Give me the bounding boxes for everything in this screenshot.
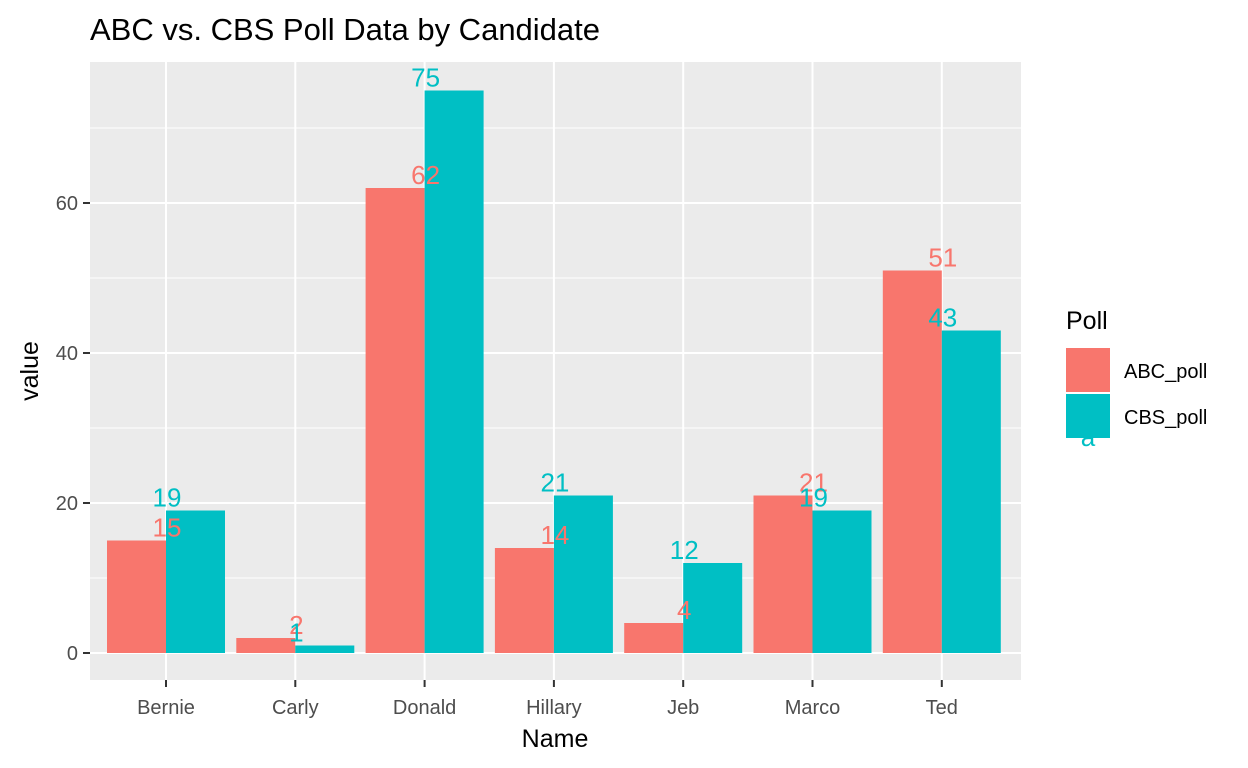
bar-CBS_poll-Jeb: [683, 563, 743, 653]
data-label-ABC_poll-Carly: 2: [289, 610, 303, 640]
bar-CBS_poll-Ted: [941, 330, 1001, 653]
bars: [107, 90, 1001, 653]
legend-swatch-CBS_poll: [1066, 394, 1110, 438]
data-label-CBS_poll-Jeb: 12: [670, 535, 699, 565]
data-label-ABC_poll-Marco: 21: [799, 468, 828, 498]
y-tick-label: 60: [56, 193, 78, 215]
legend-swatch-ABC_poll: [1066, 348, 1110, 392]
bar-CBS_poll-Donald: [424, 90, 484, 653]
y-axis-ticks: 0 20 40 60: [56, 193, 90, 665]
legend-label-ABC_poll: ABC_poll: [1124, 361, 1207, 383]
x-tick-label-bernie: Bernie: [137, 697, 195, 719]
x-axis-title: Name: [522, 725, 589, 753]
data-label-ABC_poll-Donald: 62: [411, 160, 440, 190]
x-tick-label-hillary: Hillary: [526, 697, 582, 719]
bar-ABC_poll-Donald: [365, 188, 425, 653]
data-label-ABC_poll-Jeb: 4: [677, 595, 691, 625]
bar-CBS_poll-Hillary: [553, 495, 613, 653]
data-label-CBS_poll-Donald: 75: [411, 63, 440, 93]
legend-title: Poll: [1066, 307, 1108, 335]
x-tick-label-marco: Marco: [785, 697, 841, 719]
y-tick-label: 40: [56, 343, 78, 365]
legend-text-glyph: a: [1081, 422, 1096, 452]
bar-ABC_poll-Hillary: [494, 548, 554, 653]
data-label-CBS_poll-Carly: 1: [289, 618, 303, 648]
bar-ABC_poll-Carly: [236, 638, 296, 653]
data-label-CBS_poll-Marco: 19: [799, 483, 828, 513]
legend-label-CBS_poll: CBS_poll: [1124, 407, 1207, 429]
bar-ABC_poll-Bernie: [107, 540, 166, 653]
data-label-CBS_poll-Ted: 43: [928, 303, 957, 333]
data-labels: 15 2 62 14 4 21 51 19 1 75 21 12 19 43: [153, 63, 958, 648]
data-label-ABC_poll-Hillary: 14: [540, 520, 569, 550]
bar-CBS_poll-Carly: [295, 645, 355, 653]
data-label-ABC_poll-Bernie: 15: [153, 513, 182, 543]
x-axis-ticks: Bernie Carly Donald Hillary Jeb Marco Ted: [137, 680, 958, 719]
y-tick-label: 0: [67, 643, 78, 665]
bar-ABC_poll-Jeb: [624, 623, 684, 653]
x-tick-label-jeb: Jeb: [667, 697, 699, 719]
chart-title: ABC vs. CBS Poll Data by Candidate: [90, 12, 600, 47]
bar-ABC_poll-Ted: [882, 270, 942, 653]
x-tick-label-ted: Ted: [926, 697, 958, 719]
y-tick-label: 20: [56, 493, 78, 515]
data-label-CBS_poll-Hillary: 21: [540, 468, 569, 498]
bar-CBS_poll-Bernie: [166, 510, 225, 653]
bar-ABC_poll-Marco: [753, 495, 813, 653]
bar-CBS_poll-Marco: [812, 510, 872, 653]
data-label-ABC_poll-Ted: 51: [928, 243, 957, 273]
x-tick-label-donald: Donald: [393, 697, 456, 719]
data-label-CBS_poll-Bernie: 19: [153, 483, 182, 513]
y-axis-title: value: [16, 341, 44, 401]
x-tick-label-carly: Carly: [272, 697, 319, 719]
